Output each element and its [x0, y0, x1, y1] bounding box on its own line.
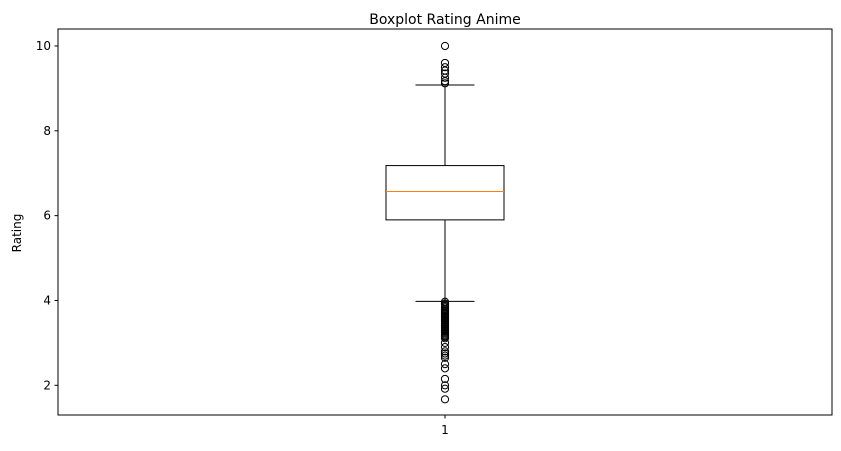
box-iqr [385, 165, 505, 221]
outlier-point [440, 58, 450, 68]
outlier-point [440, 364, 450, 373]
chart-title: Boxplot Rating Anime [369, 12, 520, 28]
plot-area: 2 4 6 8 10 1 [36, 28, 833, 437]
outlier-point [440, 73, 450, 82]
outlier-point [440, 79, 450, 88]
y-tick-label: 10 [36, 39, 51, 53]
outlier-point [440, 338, 450, 347]
outlier-point [440, 343, 450, 352]
outlier-point [440, 384, 450, 393]
outlier-point [440, 63, 450, 72]
outlier-point [440, 381, 450, 390]
y-tick-label: 4 [43, 293, 51, 307]
x-tick-label: 1 [441, 423, 449, 437]
outlier-point [440, 347, 450, 356]
outlier-point [440, 374, 450, 384]
outlier-point [440, 351, 450, 360]
y-axis-label: Rating [10, 214, 24, 253]
outlier-point [440, 359, 450, 369]
outlier-point [440, 334, 450, 343]
outlier-point [440, 41, 450, 51]
y-tick-label: 2 [43, 378, 51, 392]
outlier-point [440, 77, 450, 86]
outlier-point [440, 395, 450, 404]
outlier-point [440, 349, 450, 358]
outlier-point [440, 353, 450, 362]
y-tick-label: 8 [43, 124, 51, 138]
y-tick-label: 6 [43, 209, 51, 223]
